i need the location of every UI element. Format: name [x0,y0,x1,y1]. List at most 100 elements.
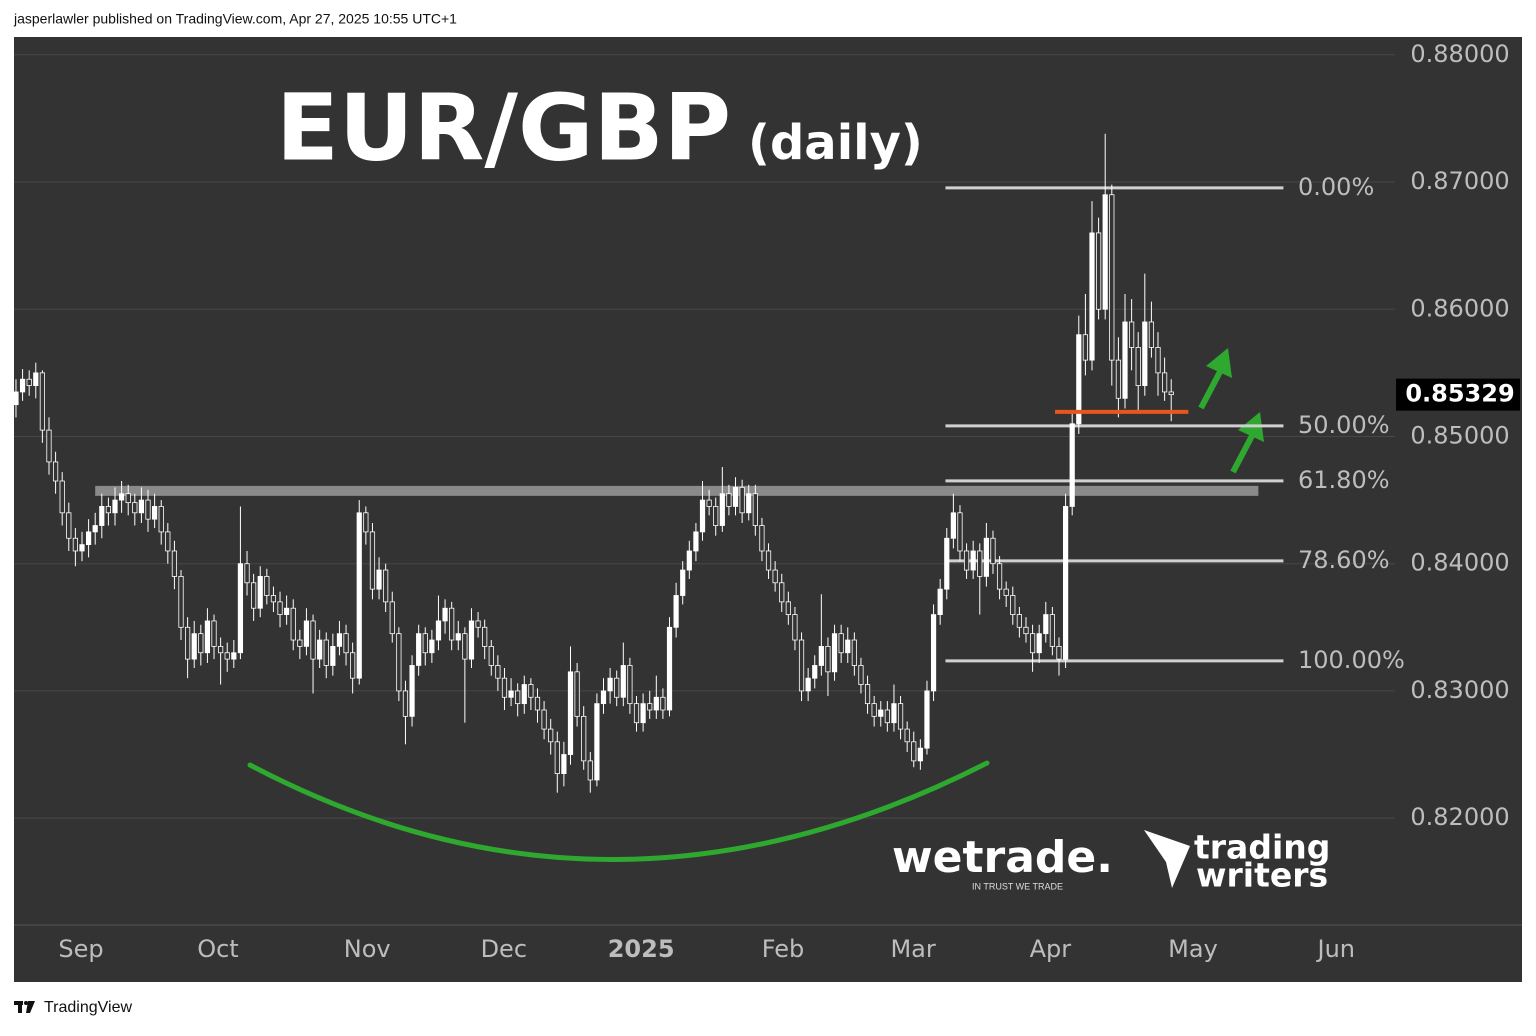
candle-body [317,639,323,660]
candle-body [785,601,791,615]
candle-body [680,569,686,596]
candle-body [911,741,917,762]
candle-body [383,569,389,603]
candle-body [779,582,785,603]
candle-body [356,512,362,679]
candle-body [752,493,758,526]
y-tick-label: 0.82000 [1410,803,1509,831]
candle-body [897,703,904,730]
candle-body [191,633,197,660]
candle-body [1036,633,1042,654]
candle-body [996,563,1003,590]
candle-body [706,499,712,507]
candle-body [119,493,125,501]
candle-body [152,506,158,520]
chart-title: EUR/GBP [276,74,731,181]
candle-body [515,690,521,705]
candle-body [600,690,607,705]
candle-body [878,709,884,717]
candle-body [792,614,798,641]
trading-writers-logo: writers [1196,856,1328,895]
candle-body [13,391,19,406]
candle-body [726,493,732,507]
candle-body [765,550,772,571]
candle-body [264,576,270,596]
candle-body [937,588,943,615]
candle-body [402,690,409,717]
candle-body [614,677,620,698]
candle-body [1016,614,1022,628]
candle-body [369,531,376,590]
candle-body [845,639,851,654]
candle-body [699,499,706,533]
candle-body [330,645,336,666]
candle-body [561,754,567,775]
y-tick-label: 0.84000 [1410,549,1509,577]
candle-body [178,576,184,628]
candle-body [871,703,877,717]
candle-body [198,633,204,654]
y-tick-label: 0.87000 [1410,167,1509,195]
candle-body [508,690,514,698]
candle-body [990,537,996,565]
candle-body [468,620,475,660]
candle-body [39,372,45,431]
fib-level-label: 100.00% [1298,646,1405,674]
candle-body [132,502,138,514]
candle-body [495,665,501,679]
candle-body [660,696,666,711]
x-tick-label: Sep [58,935,103,963]
candle-body [567,671,574,755]
candle-body [1155,347,1161,374]
x-tick-label: Apr [1030,935,1072,963]
candle-body [33,372,39,386]
fib-level-label: 50.00% [1298,411,1390,439]
candle-body [620,665,626,698]
candle-body [482,626,488,647]
candle-body [1069,423,1075,507]
candle-body [270,595,277,603]
candle-body [251,582,257,609]
x-tick-label: 2025 [608,935,675,963]
x-tick-label: Oct [197,935,239,963]
candle-body [336,633,343,647]
candle-body [66,512,72,539]
candle-body [1056,645,1062,660]
candle-body [666,626,673,711]
candle-body [429,639,435,654]
candle-body [244,563,250,584]
candle-body [389,601,395,635]
y-tick-label: 0.86000 [1410,294,1509,322]
candle-body [647,703,653,711]
candle-body [548,728,554,743]
candle-body [640,703,646,724]
candle-body [79,544,85,552]
candle-body [396,633,402,692]
candle-body [1003,588,1009,596]
candle-body [732,486,739,507]
footer-brand: TradingView [44,999,132,1016]
candle-body [138,499,145,514]
candle-body [858,665,864,685]
candle-body [72,537,78,552]
fib-level-label: 0.00% [1298,173,1374,201]
candle-body [930,614,937,692]
candle-body [52,461,59,482]
candle-body [528,684,534,698]
candle-body [1062,506,1069,660]
candle-body [1168,391,1174,396]
candle-body [719,493,725,526]
candle-body [917,747,923,762]
trading-writers-logo: trading [1194,828,1330,867]
candle-body [970,550,976,571]
y-tick-label: 0.83000 [1410,676,1509,704]
candle-body [864,684,871,705]
candle-body [884,709,890,724]
candle-body [1109,194,1115,361]
candle-body [594,703,600,781]
candle-body [1023,626,1029,635]
candle-body [59,480,65,514]
candle-body [983,537,989,577]
fib-level-label: 61.80% [1298,466,1390,494]
